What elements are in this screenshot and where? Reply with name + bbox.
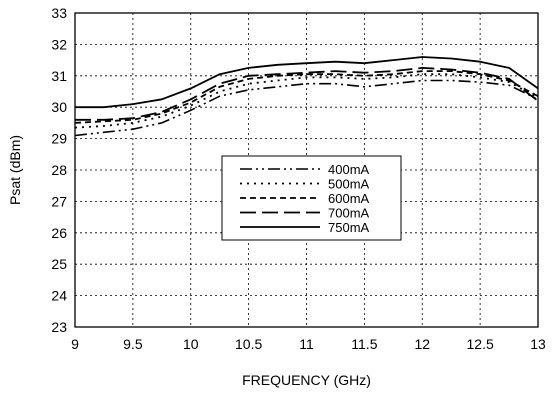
y-tick-label: 32 bbox=[51, 36, 67, 52]
legend-label: 400mA bbox=[328, 162, 370, 177]
x-tick-label: 9.5 bbox=[123, 336, 143, 352]
y-tick-label: 31 bbox=[51, 68, 67, 84]
y-tick-label: 23 bbox=[51, 319, 67, 335]
series-line-750mA bbox=[75, 56, 539, 109]
x-tick-label: 13 bbox=[530, 336, 546, 352]
y-tick-label: 30 bbox=[51, 99, 67, 115]
x-tick-label: 12 bbox=[414, 336, 430, 352]
series-line-600mA bbox=[74, 70, 539, 124]
x-tick-label: 9 bbox=[71, 336, 79, 352]
y-tick-label: 25 bbox=[51, 256, 67, 272]
x-tick-labels: 9 9.5 10 10.5 11 11.5 12 12.5 13 bbox=[71, 336, 546, 352]
series-line-400mA bbox=[74, 79, 539, 137]
x-tick-label: 12.5 bbox=[467, 336, 494, 352]
x-tick-label: 10 bbox=[183, 336, 199, 352]
y-tick-label: 24 bbox=[51, 288, 67, 304]
y-tick-label: 27 bbox=[51, 193, 67, 209]
plot-frame bbox=[74, 12, 539, 328]
y-tick-label: 28 bbox=[51, 162, 67, 178]
y-tick-label: 26 bbox=[51, 225, 67, 241]
x-tick-label: 11.5 bbox=[351, 336, 377, 352]
y-tick-label: 29 bbox=[51, 131, 67, 147]
legend-label: 600mA bbox=[328, 191, 370, 206]
series-lines bbox=[74, 56, 539, 137]
y-axis-label: Psat (dBm) bbox=[7, 135, 23, 205]
x-tick-label: 10.5 bbox=[235, 336, 262, 352]
x-tick-label: 11 bbox=[299, 336, 314, 352]
y-tick-labels: 23 24 25 26 27 28 29 30 31 32 33 bbox=[51, 5, 67, 335]
legend-label: 500mA bbox=[328, 177, 370, 192]
legend-label: 750mA bbox=[328, 220, 370, 235]
series-line-700mA bbox=[75, 67, 539, 121]
series-line-500mA bbox=[74, 73, 539, 129]
x-axis-label: FREQUENCY (GHz) bbox=[242, 372, 371, 388]
y-tick-label: 33 bbox=[51, 5, 67, 21]
legend-label: 700mA bbox=[328, 206, 370, 221]
